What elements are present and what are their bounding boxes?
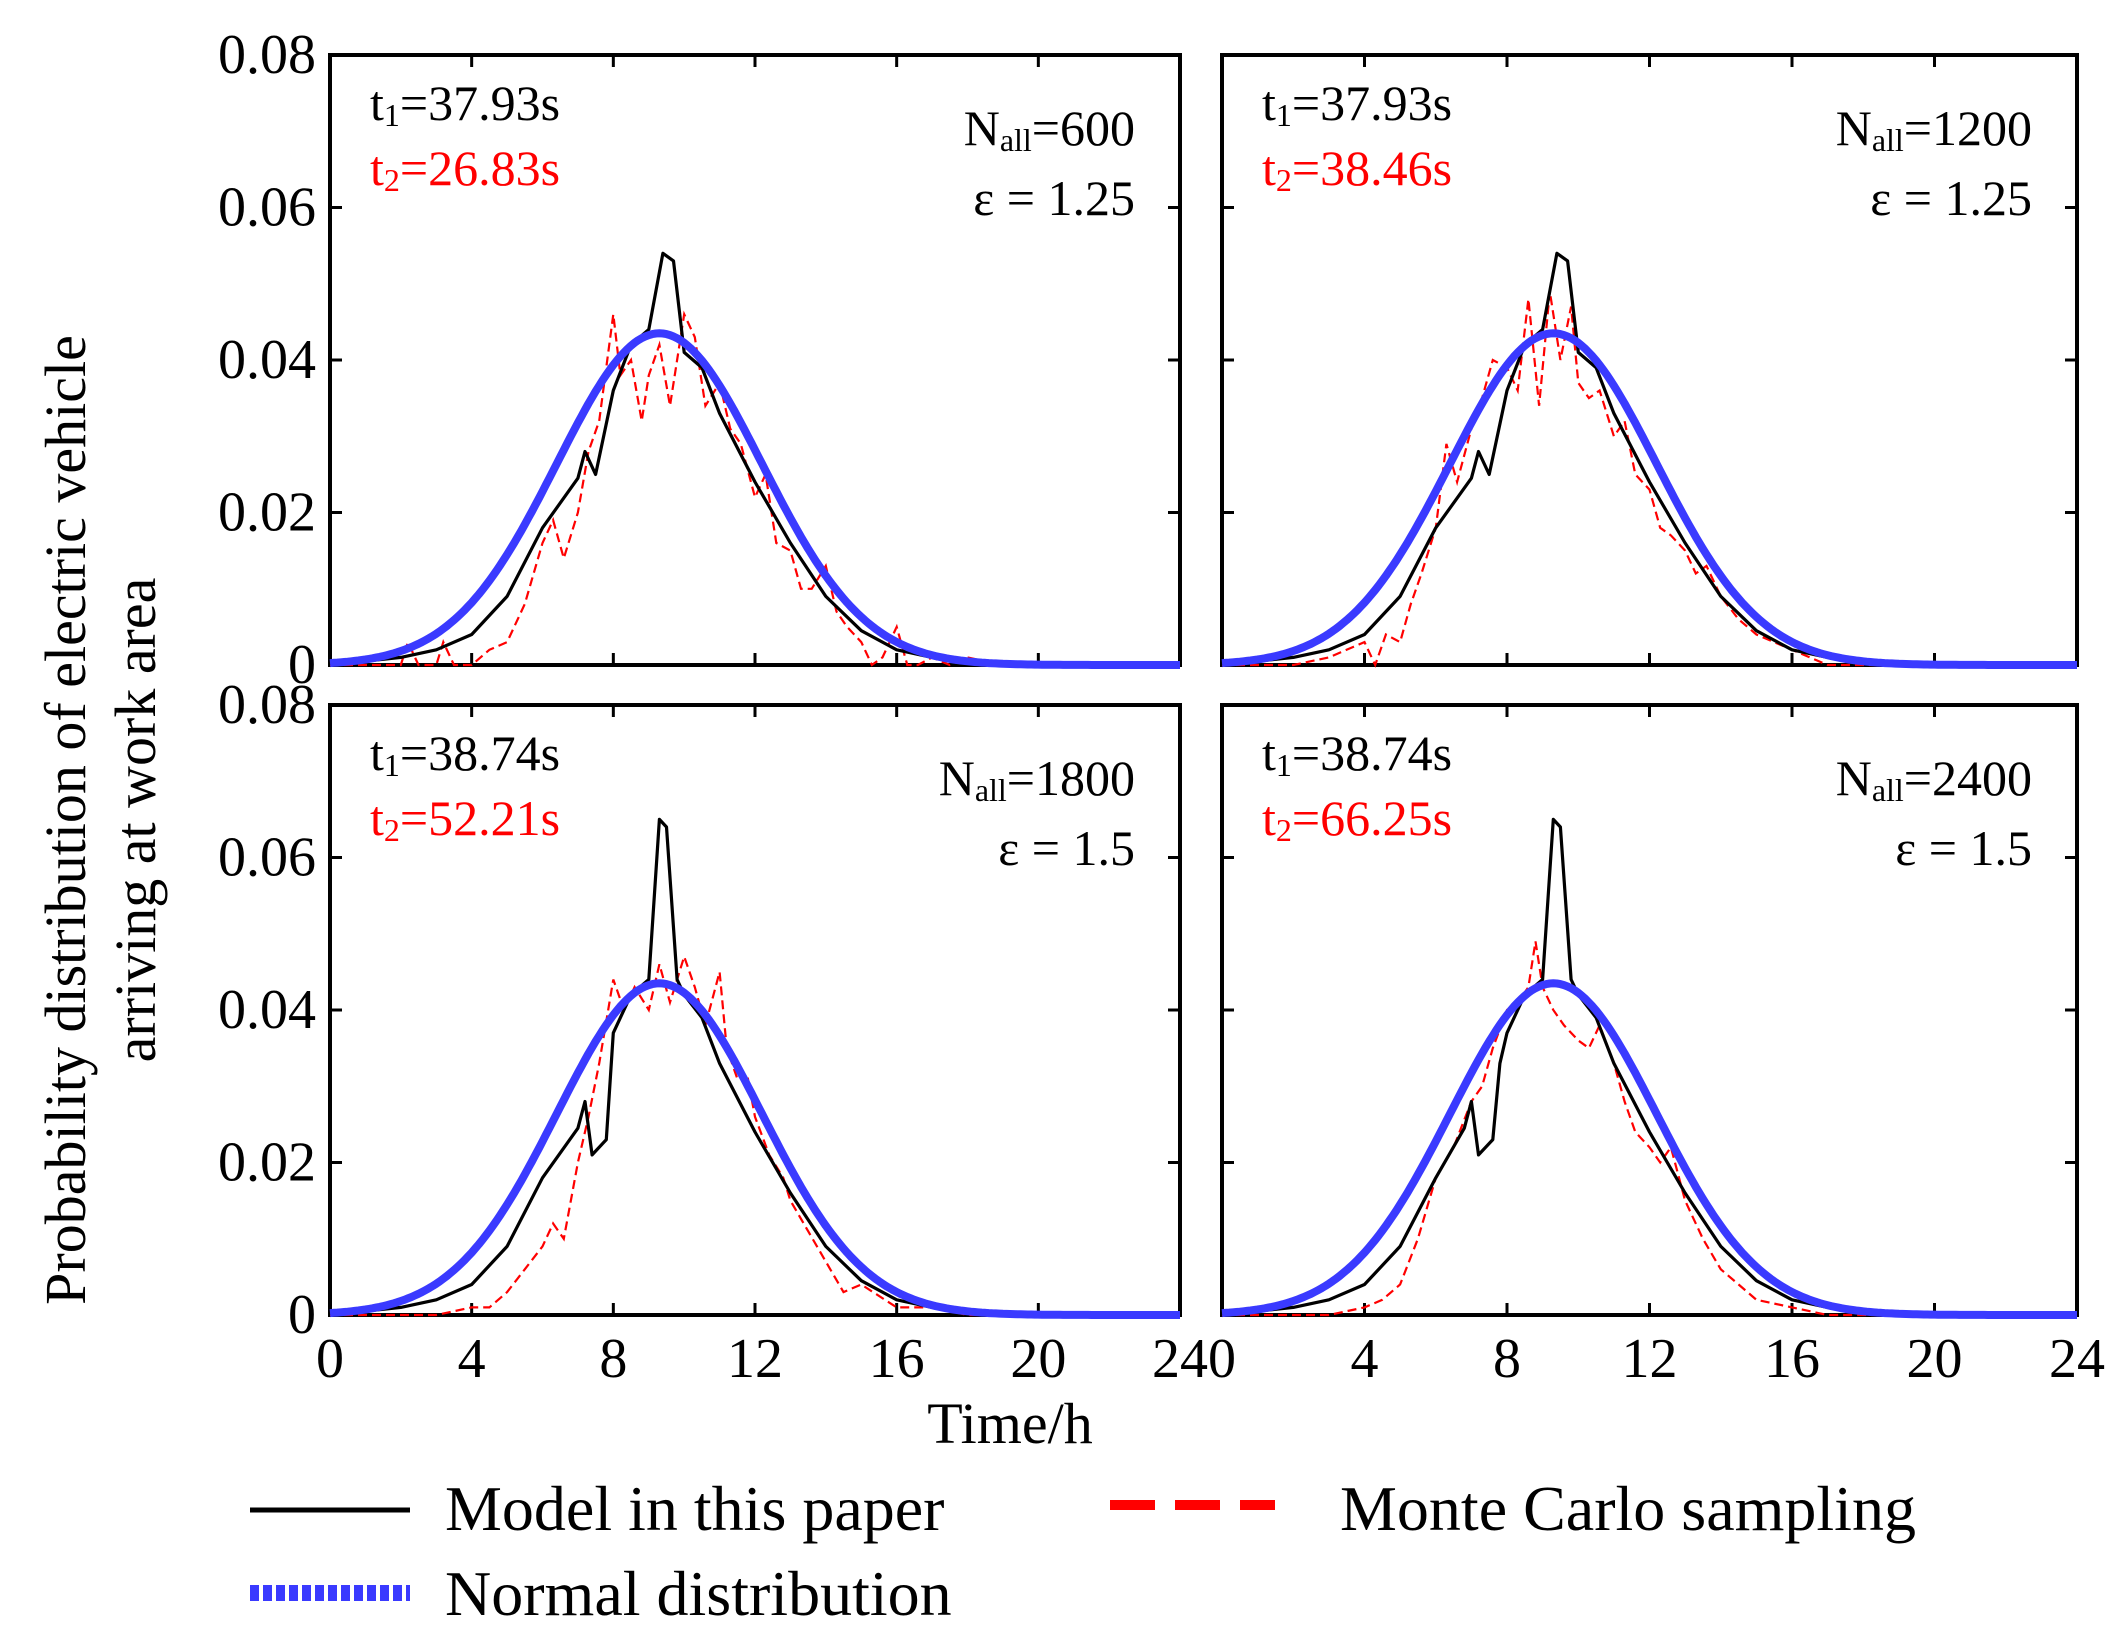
x-tick-label: 20 [1010, 1328, 1066, 1390]
y-axis-title-line2: arriving at work area [103, 578, 168, 1063]
annotation-n-all: Nall=1200 [1836, 100, 2032, 158]
panel-2: t1=37.93s t2=38.46s Nall=1200 ε = 1.25 [1220, 53, 2079, 669]
x-tick-label: 4 [458, 1328, 486, 1390]
x-tick-label: 0 [1208, 1328, 1236, 1390]
y-tick-label: 0.02 [218, 1132, 316, 1194]
panel-4: 0 4 8 12 16 20 24 t1=38.74s t2=66.25s Nall=2400 ε … [1208, 703, 2105, 1390]
x-tick-label: 4 [1351, 1328, 1379, 1390]
series-normal [329, 329, 1181, 669]
x-tick-label: 16 [869, 1328, 925, 1390]
series-normal [1221, 979, 2078, 1319]
y-axis-title-line1: Probability distribution of electric veh… [33, 335, 98, 1305]
annotation-n-all: Nall=600 [964, 100, 1135, 158]
series-model [1221, 817, 2077, 1317]
x-tick-label: 20 [1907, 1328, 1963, 1390]
legend-label-monte-carlo: Monte Carlo sampling [1340, 1473, 1916, 1544]
annotation-t2: t2=26.83s [370, 140, 560, 198]
y-tick-label: 0.02 [218, 482, 316, 544]
x-tick-label: 12 [1622, 1328, 1678, 1390]
panel-3: 0 0.02 0.04 0.06 0.08 0 4 8 12 16 20 24 t1=38.74s t2=… [218, 674, 1208, 1390]
series-monte-carlo [330, 953, 1180, 1317]
annotation-t2: t2=66.25s [1262, 790, 1452, 848]
y-tick-label: 0.06 [218, 827, 316, 889]
legend: Model in this paper Monte Carlo sampling… [250, 1473, 1916, 1629]
panel-1: 0 0.02 0.04 0.06 0.08 t1=37.93s t2=26.83s Nall=… [218, 24, 1182, 696]
x-tick-label: 12 [727, 1328, 783, 1390]
annotation-t1: t1=37.93s [1262, 75, 1452, 133]
series-model [329, 817, 1180, 1317]
annotation-n-all: Nall=2400 [1836, 750, 2032, 808]
x-tick-label: 8 [599, 1328, 627, 1390]
annotation-epsilon: ε = 1.5 [1895, 820, 2032, 876]
y-tick-label: 0.08 [218, 674, 316, 736]
series-normal [1221, 329, 2078, 669]
y-tick-label: 0.04 [218, 329, 316, 391]
series-monte-carlo [1222, 941, 2077, 1317]
annotation-epsilon: ε = 1.25 [973, 170, 1135, 226]
legend-label-normal: Normal distribution [445, 1558, 952, 1629]
annotation-t1: t1=38.74s [370, 725, 560, 783]
x-tick-label: 24 [2049, 1328, 2105, 1390]
y-axis-title: Probability distribution of electric veh… [33, 335, 168, 1305]
x-tick-label: 16 [1764, 1328, 1820, 1390]
y-tick-label: 0 [288, 634, 316, 696]
x-axis-title: Time/h [927, 1391, 1092, 1456]
y-tick-label: 0.04 [218, 979, 316, 1041]
series-monte-carlo [1222, 291, 2077, 668]
annotation-t2: t2=52.21s [370, 790, 560, 848]
x-tick-label: 8 [1493, 1328, 1521, 1390]
x-tick-label: 0 [316, 1328, 344, 1390]
y-tick-label: 0 [288, 1284, 316, 1346]
series-normal [329, 979, 1181, 1319]
series-model [329, 251, 1180, 667]
y-tick-label: 0.08 [218, 24, 316, 86]
annotation-epsilon: ε = 1.25 [1870, 170, 2032, 226]
x-tick-label: 24 [1152, 1328, 1208, 1390]
legend-label-model: Model in this paper [445, 1473, 944, 1544]
series-model [1221, 251, 2077, 667]
y-tick-label: 0.06 [218, 177, 316, 239]
panels-group: 0 0.02 0.04 0.06 0.08 t1=37.93s t2=26.83s Nall=… [218, 24, 2105, 1390]
annotation-t1: t1=38.74s [1262, 725, 1452, 783]
annotation-n-all: Nall=1800 [939, 750, 1135, 808]
annotation-epsilon: ε = 1.5 [998, 820, 1135, 876]
annotation-t1: t1=37.93s [370, 75, 560, 133]
annotation-t2: t2=38.46s [1262, 140, 1452, 198]
